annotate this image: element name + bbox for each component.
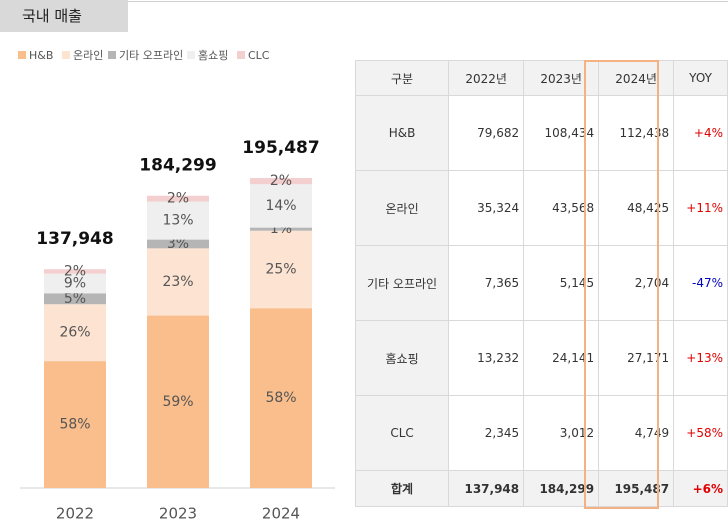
header-row: 구분 2022년 2023년 2024년 YOY: [354, 60, 728, 96]
row-label: 합계: [354, 470, 450, 507]
segment-label: 9%: [64, 275, 86, 291]
bar-segment: [147, 239, 209, 249]
table-row: 온라인 35,324 43,568 48,425 +11%: [354, 170, 728, 246]
segment-label: 59%: [162, 394, 193, 410]
legend-swatch: [62, 51, 70, 59]
row-label: 기타 오프라인: [354, 245, 450, 321]
cell: 112,438: [598, 95, 675, 171]
cell: 2,345: [448, 395, 525, 471]
cell: 3,012: [523, 395, 600, 471]
cell: 137,948: [448, 470, 525, 507]
row-label: H&B: [354, 95, 450, 171]
table-row: CLC 2,345 3,012 4,749 +58%: [354, 395, 728, 471]
x-tick-label: 2023: [159, 505, 197, 523]
bar-segment: [44, 293, 106, 305]
cell: +6%: [673, 470, 728, 507]
cell: +4%: [673, 95, 728, 171]
legend-swatch: [108, 51, 116, 59]
cell: 7,365: [448, 245, 525, 321]
row-label: CLC: [354, 395, 450, 471]
bar-segment: [147, 195, 209, 202]
cell: 24,141: [523, 320, 600, 396]
bar-segment: [44, 269, 106, 274]
table-row: H&B 79,682 108,434 112,438 +4%: [354, 95, 728, 171]
segment-label: 23%: [162, 274, 193, 290]
legend-label: 홈쇼핑: [198, 48, 228, 62]
segment-label: 3%: [167, 236, 189, 252]
segment-label: 14%: [265, 198, 296, 214]
x-tick-label: 2024: [262, 505, 300, 523]
cell: -47%: [673, 245, 728, 321]
page-title: 국내 매출: [0, 0, 128, 32]
cell: 195,487: [598, 470, 675, 507]
bar-segment: [44, 304, 106, 362]
legend-swatch: [187, 51, 195, 59]
bar-segment: [250, 227, 312, 231]
header-cell: 2022년: [448, 60, 525, 96]
cell: 108,434: [523, 95, 600, 171]
cell: +58%: [673, 395, 728, 471]
segment-label: 2%: [270, 173, 292, 189]
legend-swatch: [237, 51, 245, 59]
segment-label: 26%: [59, 325, 90, 341]
bar-segment: [250, 308, 312, 488]
segment-label: 58%: [59, 417, 90, 433]
segment-label: 58%: [265, 390, 296, 406]
chart: H&B 온라인 기타 오프라인 홈쇼핑 CLC58%26%5%9%2%137,94820…: [18, 48, 335, 523]
legend-label: 기타 오프라인: [119, 49, 183, 62]
table-row: 합계 137,948 184,299 195,487 +6%: [354, 470, 728, 507]
cell: 5,145: [523, 245, 600, 321]
sales-table: 구분 2022년 2023년 2024년 YOY H&B 79,682 108,434 112,…: [354, 60, 728, 507]
header-cell: YOY: [673, 60, 728, 96]
segment-label: 13%: [162, 213, 193, 229]
bar-segment: [44, 361, 106, 488]
bar-segment: [250, 178, 312, 185]
total-label: 137,948: [36, 229, 113, 249]
header-cell: 구분: [354, 60, 450, 96]
cell: 27,171: [598, 320, 675, 396]
bar-segment: [250, 184, 312, 228]
total-label: 195,487: [242, 138, 319, 158]
cell: +11%: [673, 170, 728, 246]
bar-segment: [44, 273, 106, 294]
segment-label: 5%: [64, 291, 86, 307]
cell: 43,568: [523, 170, 600, 246]
cell: 13,232: [448, 320, 525, 396]
legend-label: 온라인: [73, 49, 103, 62]
x-tick-label: 2022: [56, 505, 94, 523]
bar-segment: [147, 248, 209, 316]
legend-swatch: [18, 51, 26, 59]
segment-label: 2%: [167, 191, 189, 207]
cell: 184,299: [523, 470, 600, 507]
cell: 79,682: [448, 95, 525, 171]
cell: 35,324: [448, 170, 525, 246]
total-label: 184,299: [139, 156, 216, 176]
legend-label: H&B: [29, 49, 53, 62]
table-row: 기타 오프라인 7,365 5,145 2,704 -47%: [354, 245, 728, 321]
segment-label: 2%: [64, 263, 86, 279]
cell: 2,704: [598, 245, 675, 321]
row-label: 홈쇼핑: [354, 320, 450, 396]
bar-segment: [147, 315, 209, 488]
divider: [128, 1, 728, 2]
bar-segment: [147, 201, 209, 240]
table-row: 홈쇼핑 13,232 24,141 27,171 +13%: [354, 320, 728, 396]
segment-label: 25%: [265, 261, 296, 277]
cell: +13%: [673, 320, 728, 396]
cell: 4,749: [598, 395, 675, 471]
cell: 48,425: [598, 170, 675, 246]
header-cell: 2023년: [523, 60, 600, 96]
header-cell: 2024년: [598, 60, 675, 96]
legend-label: CLC: [248, 49, 270, 62]
row-label: 온라인: [354, 170, 450, 246]
bar-segment: [250, 230, 312, 309]
